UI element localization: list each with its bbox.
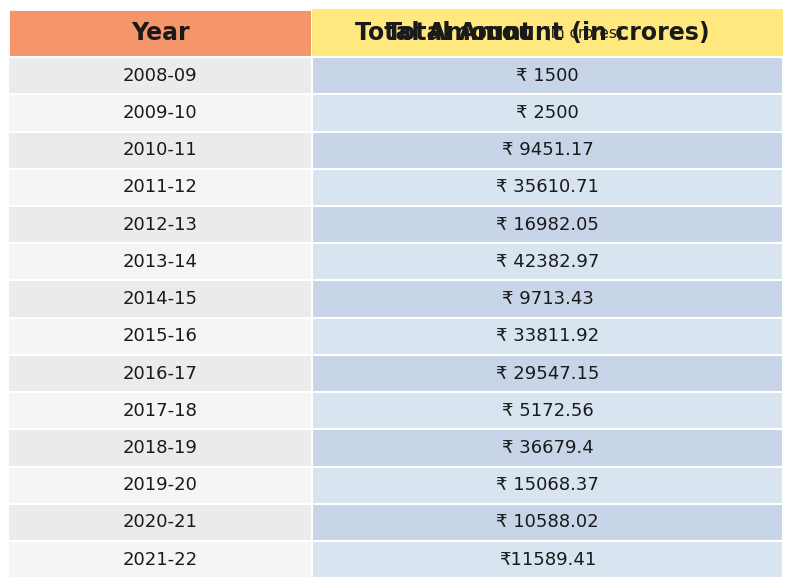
FancyBboxPatch shape [8,355,312,392]
Text: ₹ 16982.05: ₹ 16982.05 [496,215,600,234]
Text: Total Amount (in crores): Total Amount (in crores) [386,21,710,45]
FancyBboxPatch shape [312,9,783,57]
Text: ₹ 2500: ₹ 2500 [517,104,579,122]
Text: ₹ 36679.4: ₹ 36679.4 [502,439,593,457]
Text: 2018-19: 2018-19 [123,439,198,457]
FancyBboxPatch shape [8,392,312,429]
Text: 2010-11: 2010-11 [123,141,198,159]
FancyBboxPatch shape [312,392,783,429]
Text: 2019-20: 2019-20 [123,476,198,494]
FancyBboxPatch shape [312,541,783,578]
FancyBboxPatch shape [8,206,312,243]
FancyBboxPatch shape [312,57,783,95]
FancyBboxPatch shape [8,131,312,169]
Text: ₹ 15068.37: ₹ 15068.37 [496,476,600,494]
FancyBboxPatch shape [8,504,312,541]
FancyBboxPatch shape [312,95,783,131]
Text: ₹ 5172.56: ₹ 5172.56 [502,402,593,420]
Text: 2013-14: 2013-14 [123,253,198,271]
Text: 2015-16: 2015-16 [123,328,198,345]
FancyBboxPatch shape [8,95,312,131]
FancyBboxPatch shape [312,206,783,243]
Text: ₹ 1500: ₹ 1500 [517,67,579,85]
FancyBboxPatch shape [312,9,783,57]
Text: 2017-18: 2017-18 [123,402,198,420]
Text: ₹ 29547.15: ₹ 29547.15 [496,365,600,383]
Text: 2012-13: 2012-13 [123,215,198,234]
FancyBboxPatch shape [8,243,312,281]
Text: 2008-09: 2008-09 [123,67,198,85]
FancyBboxPatch shape [312,281,783,318]
Text: ₹ 35610.71: ₹ 35610.71 [496,178,600,197]
Text: ₹11589.41: ₹11589.41 [499,551,596,569]
Text: 2009-10: 2009-10 [123,104,198,122]
Text: 2021-22: 2021-22 [123,551,198,569]
Text: Total Amount: Total Amount [355,21,532,45]
FancyBboxPatch shape [8,169,312,206]
Text: 2011-12: 2011-12 [123,178,198,197]
Text: Year: Year [131,21,190,45]
FancyBboxPatch shape [312,467,783,504]
FancyBboxPatch shape [312,318,783,355]
FancyBboxPatch shape [312,429,783,467]
Text: 2020-21: 2020-21 [123,514,198,531]
FancyBboxPatch shape [8,57,312,95]
Text: 2016-17: 2016-17 [123,365,198,383]
Text: ₹ 10588.02: ₹ 10588.02 [497,514,599,531]
FancyBboxPatch shape [8,467,312,504]
FancyBboxPatch shape [8,318,312,355]
FancyBboxPatch shape [312,504,783,541]
Text: 2014-15: 2014-15 [123,290,198,308]
FancyBboxPatch shape [8,541,312,578]
FancyBboxPatch shape [312,131,783,169]
Text: (in crores): (in crores) [539,25,623,41]
Text: ₹ 9451.17: ₹ 9451.17 [502,141,593,159]
FancyBboxPatch shape [312,243,783,281]
FancyBboxPatch shape [8,281,312,318]
Text: ₹ 9713.43: ₹ 9713.43 [501,290,594,308]
FancyBboxPatch shape [312,355,783,392]
FancyBboxPatch shape [312,169,783,206]
FancyBboxPatch shape [8,429,312,467]
Text: ₹ 33811.92: ₹ 33811.92 [496,328,600,345]
Text: ₹ 42382.97: ₹ 42382.97 [496,253,600,271]
FancyBboxPatch shape [8,9,312,57]
